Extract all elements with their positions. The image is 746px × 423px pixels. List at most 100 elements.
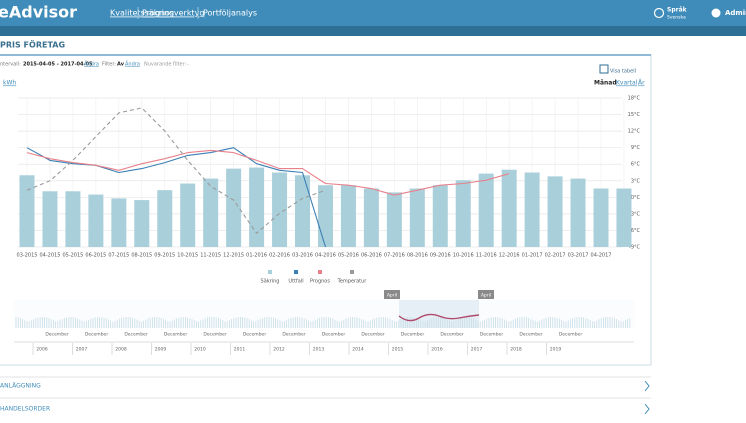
bar [65, 191, 81, 247]
bar [180, 183, 196, 247]
bar [203, 178, 219, 247]
x-tick-label: 04-2017 [591, 253, 612, 259]
x-tick-label: 05-2016 [338, 253, 359, 259]
period-link[interactable]: Kvartal [616, 80, 638, 87]
bar [295, 175, 311, 247]
year-label: 2010 [194, 347, 206, 353]
year-label: 2013 [313, 347, 325, 353]
language[interactable]: Svenska [667, 15, 686, 21]
x-tick-label: 09-2015 [154, 253, 175, 259]
show-table[interactable]: Visa tabell [610, 69, 636, 75]
month-label: December [559, 332, 582, 338]
month-label: December [401, 332, 424, 338]
month-label: December [519, 332, 542, 338]
change-link[interactable]: Ändra [84, 61, 99, 68]
legend-label[interactable]: Temperatur [337, 279, 368, 285]
bar [478, 173, 494, 247]
section[interactable]: HANDELSORDER [0, 406, 50, 413]
year-label: 2014 [352, 347, 364, 353]
chevron[interactable] [644, 403, 650, 415]
x-tick-label: 02-2017 [545, 253, 566, 259]
bar [547, 176, 563, 247]
interval: 2015-04-05 - 2017-04-05 [23, 62, 93, 68]
legend-swatch [350, 270, 354, 274]
line [26, 107, 326, 234]
x-tick-label: 01-2017 [522, 253, 543, 259]
x-tick-label: 06-2016 [361, 253, 382, 259]
month-label: December [361, 332, 384, 338]
bar [111, 198, 127, 247]
y2-tick-label: 3°C [631, 178, 641, 184]
line [26, 149, 510, 196]
user-name[interactable]: Administrat [725, 9, 746, 17]
bar [616, 188, 632, 247]
bar [317, 185, 333, 247]
bar [524, 172, 540, 247]
globe-icon[interactable] [653, 7, 665, 19]
period-active[interactable]: Månad [594, 80, 617, 87]
unit-link[interactable]: kWh [3, 80, 16, 87]
month-label: December [282, 332, 305, 338]
filter-label: Filter: [102, 62, 116, 68]
x-tick-label: 08-2016 [407, 253, 428, 259]
x-tick-label: 01-2016 [246, 253, 267, 259]
bar [386, 192, 402, 247]
flag[interactable] [384, 290, 400, 299]
sub-bar [0, 26, 746, 36]
x-tick-label: 12-2016 [499, 253, 520, 259]
bar [409, 188, 425, 247]
x-tick-label: 02-2016 [269, 253, 290, 259]
x-tick-label: 06-2015 [85, 253, 106, 259]
x-tick-label: 03-2015 [17, 253, 38, 259]
y2-tick-label: -6°C [629, 228, 640, 234]
year-label: 2017 [471, 347, 483, 353]
filter-change-link[interactable]: Ändra [125, 61, 140, 68]
navigator-line [398, 313, 480, 322]
y2-tick-label: 18°C [628, 96, 641, 102]
y2-tick-label: 0°C [631, 195, 641, 201]
nav-link[interactable]: Kvalitetssäkring [110, 9, 174, 18]
bar [226, 168, 242, 247]
flag[interactable] [478, 290, 494, 299]
chevron[interactable] [644, 380, 650, 392]
bar [340, 185, 356, 247]
x-tick-label: 03-2016 [292, 253, 313, 259]
top-bar [0, 0, 746, 26]
bar [455, 180, 471, 247]
x-tick-label: 04-2016 [315, 253, 336, 259]
y2-tick-label: 15°C [628, 112, 641, 118]
flag-label[interactable]: April [481, 293, 491, 299]
month-label: December [322, 332, 345, 338]
section[interactable]: ANLÄGGNING [0, 383, 41, 390]
chart: 03-2015 04-2015 05-2015 06-2015 07-2015 08-20… [17, 96, 641, 285]
legend-label[interactable]: Säkring [261, 279, 280, 285]
x-tick-label: 07-2015 [108, 253, 129, 259]
y2-tick-label: -9°C [629, 245, 640, 251]
month-label: December [203, 332, 226, 338]
legend-label[interactable]: Prognos [310, 279, 330, 285]
bar [432, 185, 448, 247]
x-tick-label: 11-2016 [476, 253, 497, 259]
month-label: December [85, 332, 108, 338]
language-label[interactable]: Språk [667, 7, 688, 14]
year-label: 2006 [36, 347, 48, 353]
flag-label[interactable]: April [387, 293, 397, 299]
x-tick-label: 04-2015 [40, 253, 61, 259]
interval-label: ntervall: [0, 62, 21, 68]
navigator: April April December December December Decemb… [14, 290, 634, 355]
user-icon[interactable] [711, 8, 721, 18]
y2-tick-label: -3°C [629, 211, 640, 217]
legend-label[interactable]: Uttfall [288, 279, 303, 285]
bar [42, 191, 58, 247]
table-icon[interactable] [599, 64, 609, 74]
legend-swatch [318, 270, 322, 274]
nav-link[interactable]: Portföljanalys [203, 9, 257, 18]
year-label: 2009 [155, 347, 167, 353]
x-tick-label: 12-2015 [223, 253, 244, 259]
period-link[interactable]: År [638, 80, 645, 87]
legend-swatch [268, 270, 272, 274]
nav-link[interactable]: Prognosverktyg [142, 9, 204, 18]
bar [134, 200, 150, 247]
